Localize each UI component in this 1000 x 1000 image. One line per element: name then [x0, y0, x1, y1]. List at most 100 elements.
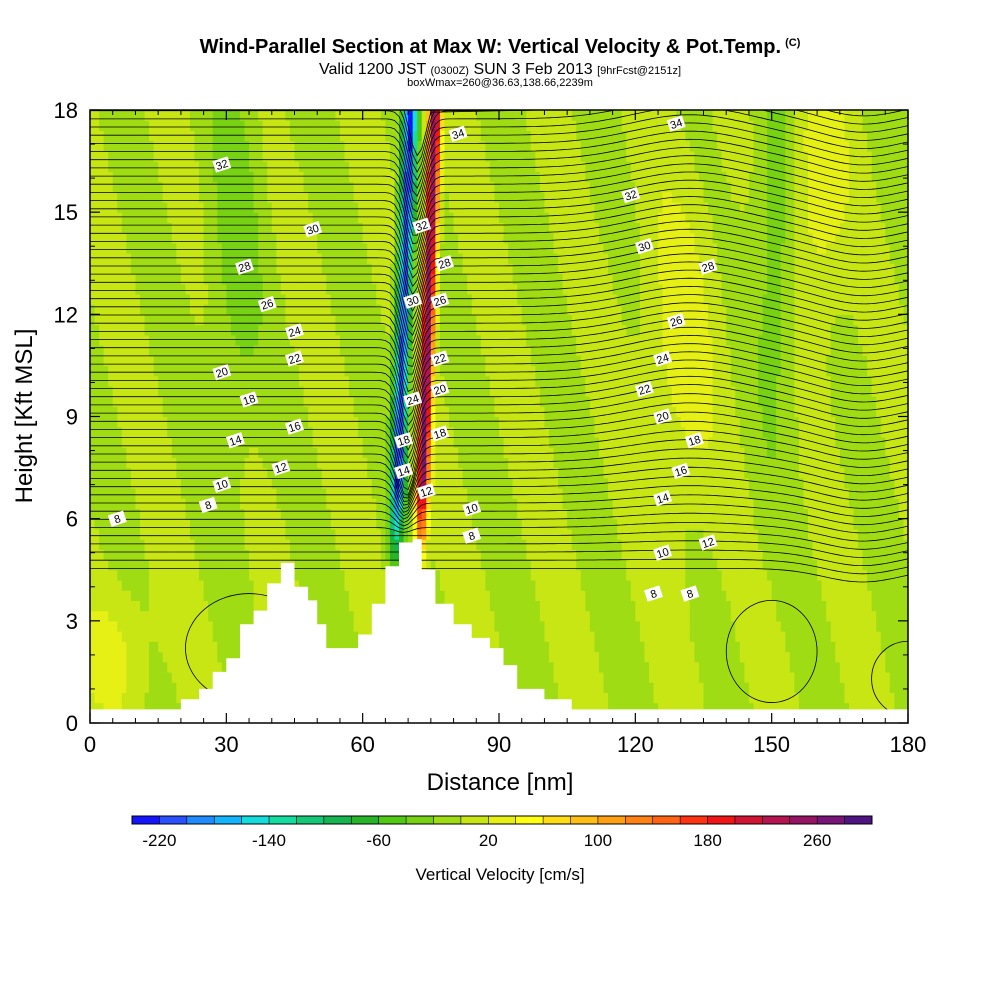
velocity-cell — [112, 324, 118, 336]
velocity-cell — [194, 467, 200, 479]
velocity-cell — [235, 651, 241, 663]
velocity-cell — [90, 559, 96, 571]
velocity-cell — [253, 283, 259, 295]
velocity-cell — [330, 130, 336, 142]
velocity-cell — [149, 181, 155, 193]
velocity-cell — [276, 253, 282, 264]
velocity-cell — [153, 181, 159, 193]
velocity-cell — [335, 385, 341, 397]
velocity-cell — [235, 110, 241, 121]
velocity-cell — [144, 641, 150, 653]
velocity-cell — [449, 344, 455, 356]
velocity-cell — [303, 396, 309, 407]
velocity-cell — [94, 212, 100, 223]
velocity-cell — [421, 528, 427, 540]
velocity-cell — [103, 518, 109, 530]
velocity-cell — [167, 426, 173, 438]
velocity-cell — [344, 559, 350, 571]
velocity-cell — [235, 375, 241, 387]
velocity-cell — [185, 620, 191, 632]
velocity-cell — [330, 477, 336, 489]
velocity-cell — [212, 416, 218, 428]
velocity-cell — [317, 293, 323, 305]
velocity-cell — [462, 467, 468, 479]
velocity-cell — [244, 324, 250, 336]
velocity-cell — [258, 324, 264, 336]
velocity-cell — [226, 518, 232, 530]
velocity-cell — [299, 120, 305, 132]
velocity-cell — [112, 692, 118, 704]
velocity-cell — [285, 171, 291, 183]
velocity-cell — [285, 293, 291, 305]
velocity-cell — [426, 396, 432, 407]
velocity-cell — [94, 222, 100, 234]
velocity-cell — [158, 181, 164, 193]
velocity-cell — [212, 610, 218, 622]
velocity-cell — [180, 528, 187, 540]
velocity-cell — [144, 253, 150, 264]
velocity-cell — [280, 528, 287, 540]
velocity-cell — [103, 324, 109, 336]
velocity-cell — [112, 610, 118, 622]
velocity-cell — [167, 518, 173, 530]
velocity-cell — [271, 181, 277, 193]
velocity-cell — [130, 406, 137, 418]
velocity-cell — [208, 559, 214, 571]
velocity-cell — [171, 539, 177, 550]
velocity-cell — [176, 610, 182, 622]
velocity-cell — [258, 488, 264, 499]
velocity-cell — [299, 416, 305, 428]
velocity-cell — [253, 600, 259, 612]
velocity-cell — [330, 293, 336, 305]
velocity-cell — [99, 467, 105, 479]
velocity-cell — [353, 385, 359, 397]
velocity-cell — [376, 314, 382, 326]
velocity-cell — [358, 610, 364, 622]
velocity-cell — [362, 273, 368, 285]
velocity-cell — [380, 488, 386, 499]
velocity-cell — [326, 539, 332, 550]
velocity-cell — [126, 396, 132, 407]
velocity-cell — [126, 201, 132, 213]
velocity-cell — [135, 110, 141, 121]
velocity-cell — [126, 171, 132, 183]
velocity-cell — [176, 651, 182, 663]
velocity-cell — [121, 201, 127, 213]
velocity-cell — [367, 620, 373, 632]
velocity-cell — [176, 559, 182, 571]
velocity-cell — [153, 498, 159, 510]
velocity-cell — [358, 283, 364, 295]
velocity-cell — [312, 549, 318, 561]
velocity-cell — [249, 365, 255, 377]
velocity-cell — [367, 314, 373, 326]
velocity-cell — [121, 702, 127, 714]
velocity-cell — [117, 661, 123, 673]
velocity-cell — [162, 498, 168, 510]
velocity-cell — [317, 375, 323, 387]
velocity-cell — [449, 161, 455, 172]
velocity-cell — [439, 436, 446, 448]
velocity-cell — [167, 120, 173, 132]
velocity-cell — [189, 447, 196, 458]
velocity-cell — [208, 334, 214, 346]
velocity-cell — [294, 110, 300, 121]
velocity-cell — [180, 365, 187, 377]
velocity-cell — [230, 620, 237, 632]
velocity-cell — [426, 191, 432, 203]
velocity-cell — [139, 304, 146, 315]
velocity-cell — [449, 283, 455, 295]
velocity-cell — [262, 416, 268, 428]
velocity-cell — [171, 263, 177, 275]
velocity-cell — [412, 130, 418, 142]
velocity-cell — [335, 263, 341, 275]
velocity-cell — [212, 140, 218, 152]
velocity-cell — [167, 304, 173, 315]
velocity-cell — [144, 242, 150, 254]
velocity-cell — [153, 191, 159, 203]
velocity-cell — [349, 641, 355, 653]
velocity-cell — [285, 447, 291, 458]
velocity-cell — [176, 253, 182, 264]
velocity-cell — [394, 263, 400, 275]
velocity-cell — [267, 150, 273, 162]
velocity-cell — [426, 110, 432, 121]
